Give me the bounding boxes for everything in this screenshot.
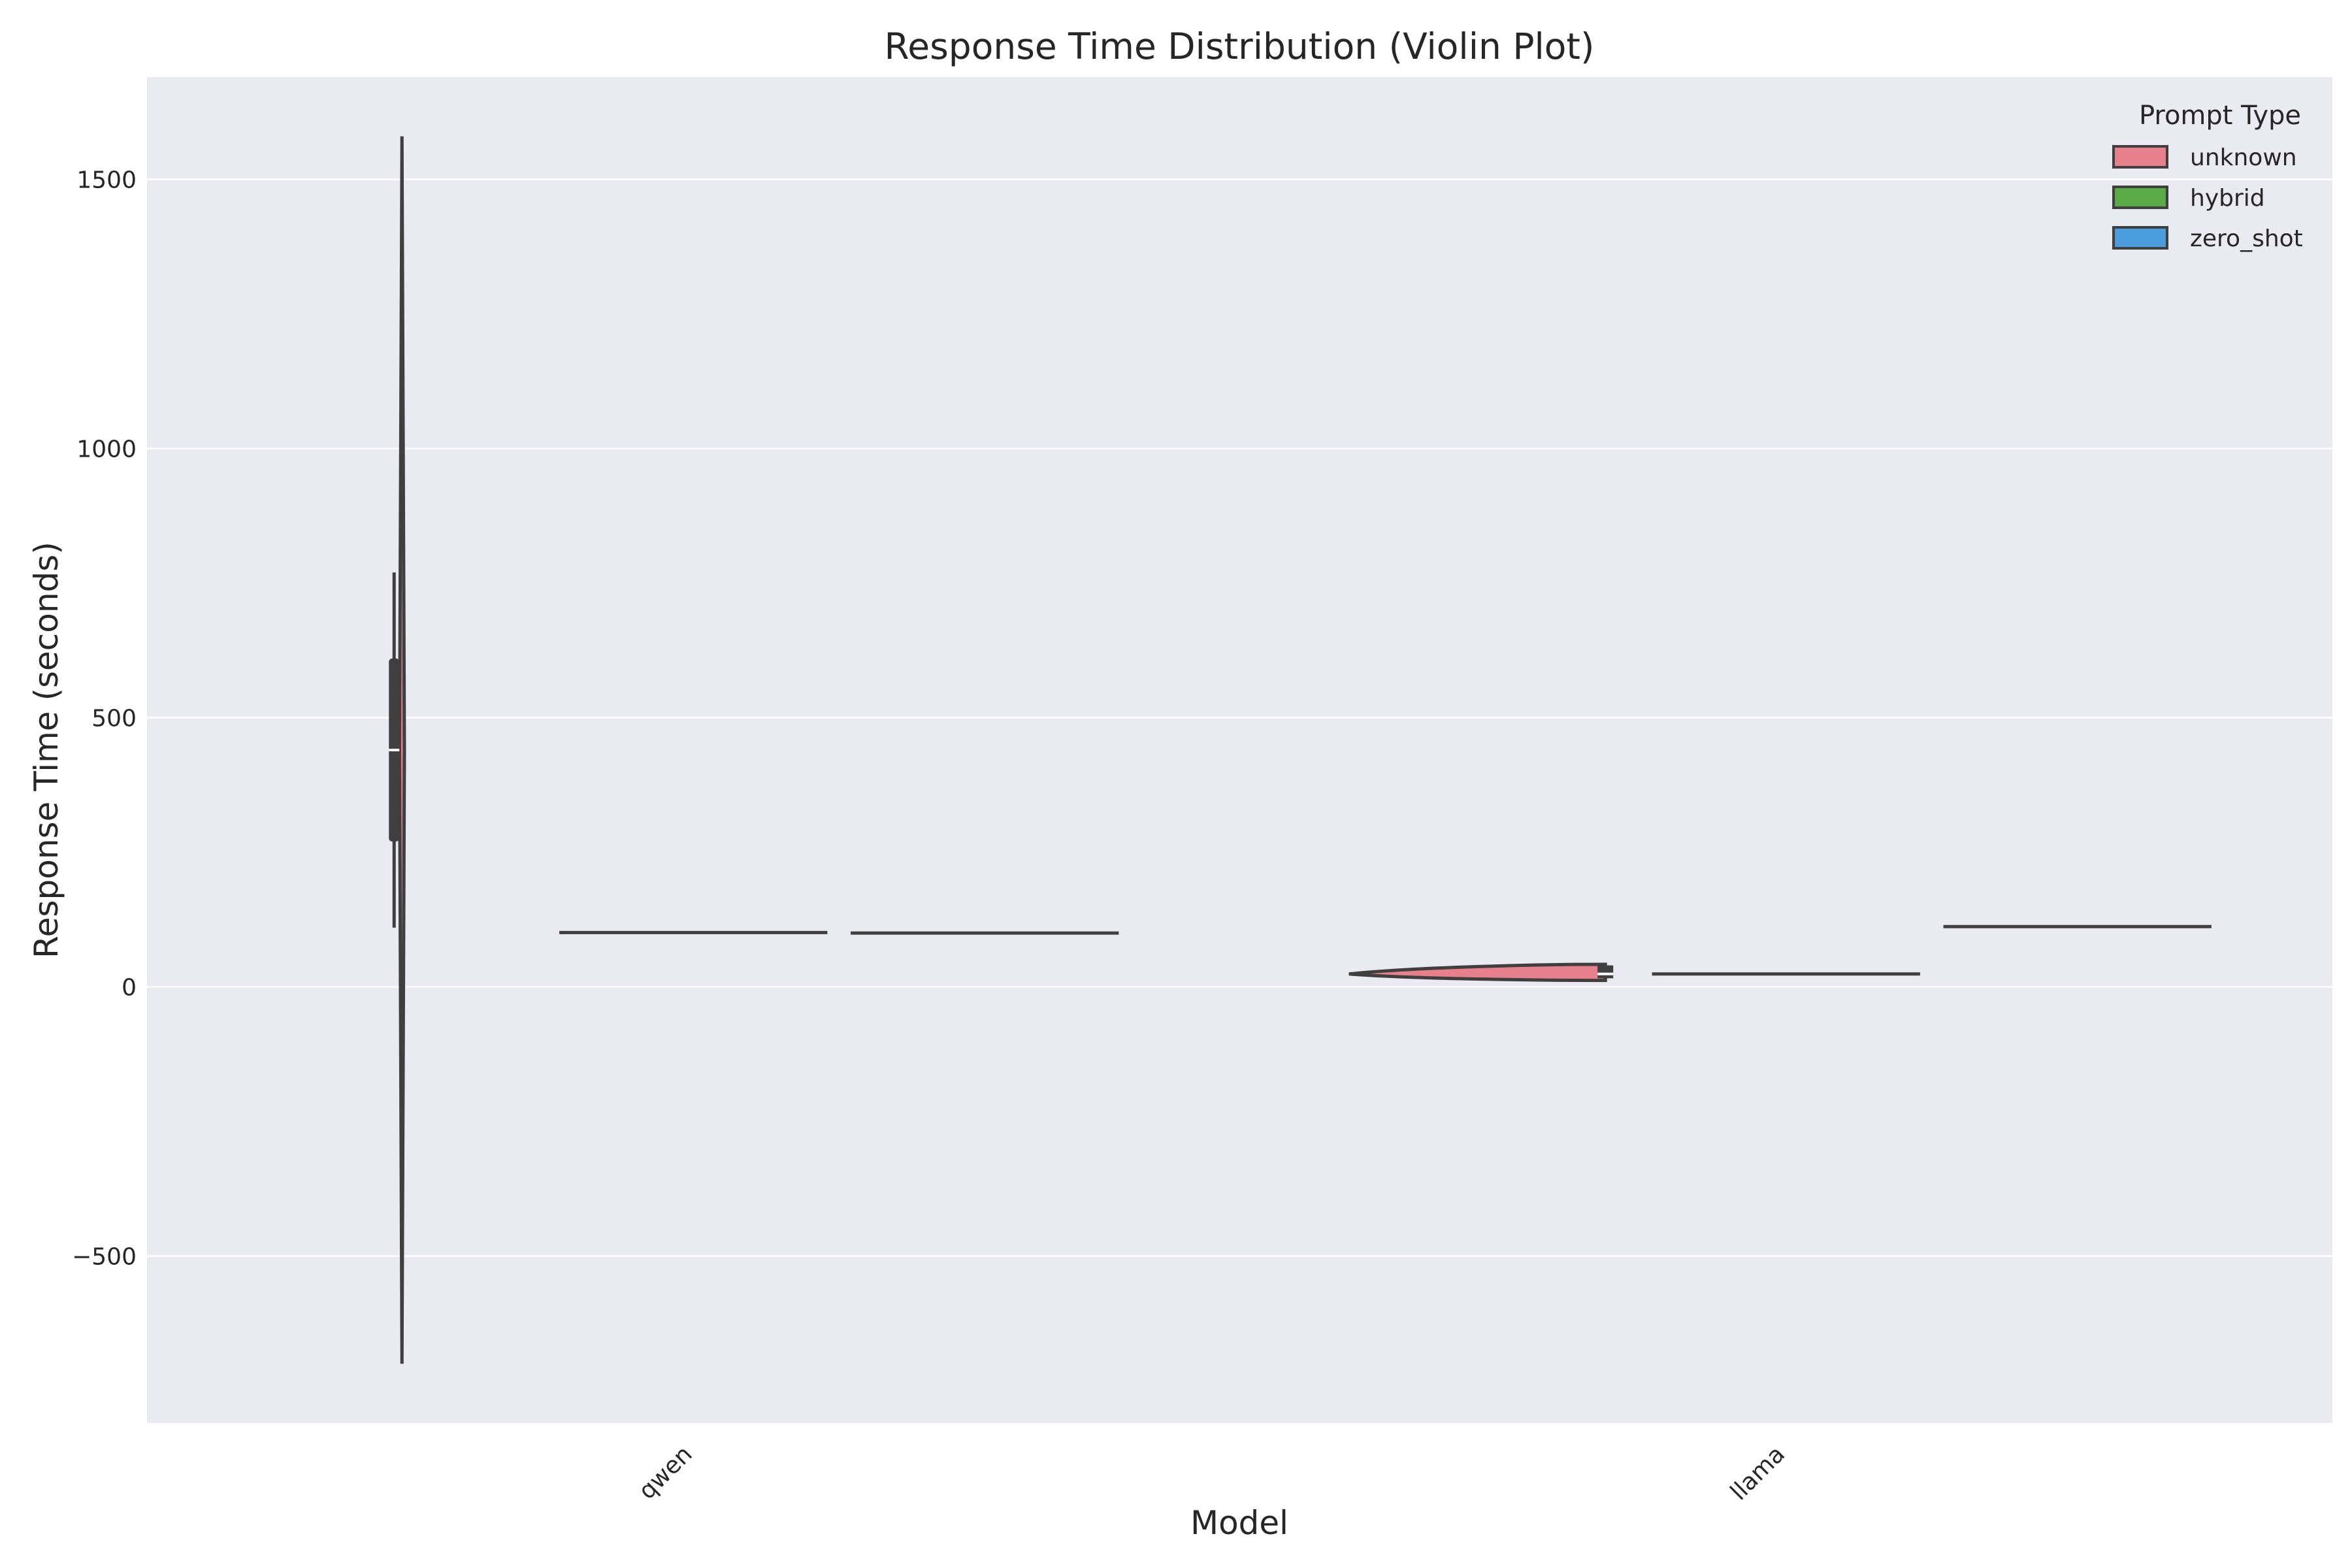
y-axis-label: Response Time (seconds) <box>27 542 65 958</box>
x-axis-label: Model <box>1190 1504 1288 1542</box>
legend-label-hybrid: hybrid <box>2190 185 2265 212</box>
violin-iqr-box <box>1597 965 1614 979</box>
y-tick-label: 0 <box>122 975 137 1002</box>
violin-unknown-qwen <box>389 136 406 1364</box>
legend-swatch-hybrid <box>2112 186 2168 209</box>
legend-swatch-zero_shot <box>2112 226 2168 250</box>
legend: Prompt Type unknown hybrid zero_shot <box>2112 101 2303 252</box>
y-tick-labels: −500 0 500 1000 1500 <box>72 167 137 1271</box>
legend-label-zero_shot: zero_shot <box>2190 225 2303 252</box>
legend-title: Prompt Type <box>2139 101 2301 131</box>
y-tick-label: 500 <box>91 706 137 732</box>
y-tick-label: 1000 <box>76 436 137 463</box>
legend-swatch-unknown <box>2112 145 2168 169</box>
grid-lines <box>147 178 2332 1257</box>
legend-label-unknown: unknown <box>2190 144 2297 171</box>
violin-unknown-llama <box>1348 962 1614 983</box>
y-tick-label: −500 <box>72 1244 137 1271</box>
plot-area <box>147 77 2332 1423</box>
violins <box>389 136 2212 1364</box>
chart-title: Response Time Distribution (Violin Plot) <box>885 25 1595 67</box>
y-tick-label: 1500 <box>76 167 137 194</box>
